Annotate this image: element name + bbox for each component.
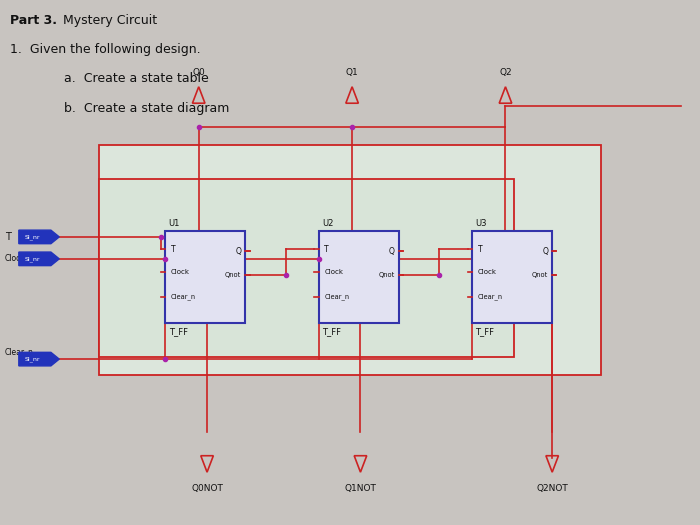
Text: SI_nr: SI_nr — [25, 356, 40, 362]
Text: Mystery Circuit: Mystery Circuit — [59, 15, 157, 27]
Text: Clock: Clock — [5, 254, 26, 264]
Text: b.  Create a state diagram: b. Create a state diagram — [64, 102, 230, 114]
Text: Q: Q — [389, 247, 395, 256]
Text: T_FF: T_FF — [169, 327, 188, 335]
Bar — [472, 231, 552, 322]
Text: Clock: Clock — [171, 269, 190, 275]
Text: T_FF: T_FF — [475, 327, 494, 335]
Text: T_FF: T_FF — [322, 327, 341, 335]
Text: Q1NOT: Q1NOT — [344, 485, 377, 494]
Text: Clear_n: Clear_n — [324, 293, 349, 300]
Text: Clear_n: Clear_n — [5, 348, 34, 356]
Text: 1.  Given the following design.: 1. Given the following design. — [10, 43, 200, 56]
Text: Q0: Q0 — [193, 68, 205, 77]
Text: Q2NOT: Q2NOT — [536, 485, 568, 494]
Bar — [165, 231, 246, 322]
Text: U1: U1 — [169, 218, 180, 227]
Text: Clear_n: Clear_n — [171, 293, 196, 300]
Text: Q0NOT: Q0NOT — [191, 485, 223, 494]
Bar — [99, 145, 601, 375]
Text: Q1: Q1 — [346, 68, 358, 77]
Text: SI_nr: SI_nr — [25, 234, 40, 240]
Text: Qnot: Qnot — [379, 272, 395, 278]
Text: Clock: Clock — [324, 269, 343, 275]
Polygon shape — [19, 230, 60, 244]
Text: U3: U3 — [475, 218, 487, 227]
Text: U2: U2 — [322, 218, 333, 227]
Bar — [318, 231, 399, 322]
Text: Qnot: Qnot — [225, 272, 242, 278]
Text: Clock: Clock — [477, 269, 496, 275]
Text: T: T — [171, 245, 176, 254]
Text: Q: Q — [542, 247, 548, 256]
Polygon shape — [19, 352, 60, 366]
Text: Qnot: Qnot — [532, 272, 548, 278]
Text: T: T — [5, 232, 10, 242]
Text: a.  Create a state table: a. Create a state table — [64, 72, 209, 86]
Text: T: T — [477, 245, 482, 254]
Text: T: T — [324, 245, 329, 254]
Text: Q2: Q2 — [499, 68, 512, 77]
Text: SI_nr: SI_nr — [25, 256, 40, 261]
Text: Clear_n: Clear_n — [477, 293, 503, 300]
Bar — [99, 179, 514, 356]
Text: Q: Q — [235, 247, 241, 256]
Text: Part 3.: Part 3. — [10, 15, 57, 27]
Polygon shape — [19, 252, 60, 266]
